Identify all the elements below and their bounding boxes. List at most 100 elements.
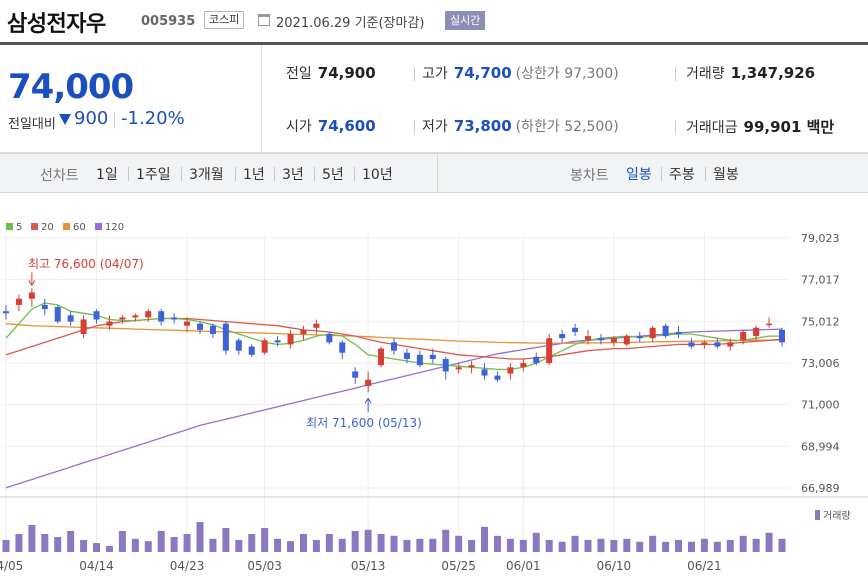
period-3m[interactable]: 3개월: [189, 167, 224, 183]
volume-legend-swatch: [815, 510, 820, 520]
stat-value: 74,900: [317, 64, 376, 82]
volume-bar: [597, 538, 605, 552]
candle-body: [455, 367, 462, 370]
x-tick-label: 04/14: [79, 559, 114, 573]
candle-monthly[interactable]: 월봉: [713, 167, 739, 183]
volume-bar: [2, 540, 10, 552]
stat-value: 99,901 백만: [743, 118, 835, 136]
header-divider: [0, 42, 868, 45]
volume-bar: [287, 541, 295, 552]
stat-divider: [414, 120, 415, 134]
candle-body: [533, 356, 540, 364]
volume-bar: [416, 538, 424, 552]
period-divider: [354, 167, 355, 181]
stat-divider: [675, 120, 676, 134]
candle-daily[interactable]: 일봉: [626, 167, 652, 183]
volume-bar: [610, 540, 618, 552]
x-tick-label: 04/05: [0, 559, 23, 573]
y-tick-label: 79,023: [801, 232, 840, 245]
volume-bar: [778, 538, 786, 552]
volume-bar: [80, 540, 88, 552]
candle-body: [145, 311, 152, 318]
volume-bar: [700, 538, 708, 552]
volume-bar: [312, 540, 320, 552]
volume-bar: [235, 540, 243, 552]
candle-body: [235, 340, 242, 351]
legend-swatch: [31, 223, 38, 230]
candle-body: [158, 311, 165, 322]
candle-body: [274, 340, 281, 343]
candle-body: [753, 327, 760, 337]
volume-bar: [144, 541, 152, 552]
volume-bar: [429, 538, 437, 552]
candle-body: [197, 323, 203, 330]
market-badge: 코스피: [204, 11, 245, 29]
change-label: 전일대비: [8, 117, 56, 132]
period-1d[interactable]: 1일: [96, 167, 118, 183]
x-tick-label: 06/10: [597, 559, 632, 573]
candle-body: [132, 315, 139, 318]
volume-bar: [338, 538, 346, 552]
candle-body: [106, 321, 113, 326]
x-tick-label: 05/25: [441, 559, 476, 573]
volume-bar: [183, 534, 191, 552]
stat-value: 74,600: [317, 117, 376, 135]
y-tick-label: 71,000: [801, 399, 840, 412]
period-3y[interactable]: 3년: [282, 167, 304, 183]
candle-body: [468, 365, 475, 368]
candle-body: [80, 319, 87, 335]
legend-swatch: [95, 223, 102, 230]
volume-bar: [351, 531, 359, 552]
volume-bar: [170, 537, 178, 552]
stat-low: 저가 73,800 (하한가 52,500): [422, 116, 619, 136]
candle-body: [209, 325, 216, 335]
stat-open: 시가 74,600: [286, 116, 376, 136]
volume-bar: [649, 535, 657, 552]
volume-legend-label: 거래량: [823, 510, 851, 522]
lower-limit: (하한가 52,500): [515, 119, 619, 135]
legend-swatch: [63, 223, 70, 230]
candle-body: [15, 298, 22, 305]
candle-body: [416, 354, 423, 366]
legend-swatch: [6, 223, 13, 230]
info-divider: [0, 152, 868, 153]
volume-bar: [299, 534, 307, 552]
volume-bar: [105, 546, 113, 552]
high-annotation: 최고 76,600 (04/07): [28, 257, 144, 271]
candle-body: [261, 340, 268, 353]
stat-label: 시가: [286, 119, 312, 135]
volume-bar: [752, 538, 760, 552]
candle-chart-label: 봉차트: [570, 168, 609, 184]
change-rate: -1.20%: [121, 108, 185, 129]
volume-bar: [67, 531, 75, 552]
stat-label: 전일: [286, 66, 312, 82]
stat-value: 74,700: [453, 64, 512, 82]
base-date: 2021.06.29 기준(장마감): [276, 16, 425, 31]
volume-bar: [54, 537, 62, 552]
volume-bar: [118, 531, 126, 552]
period-1y[interactable]: 1년: [243, 167, 265, 183]
x-tick-label: 04/23: [170, 559, 205, 573]
candle-body: [119, 317, 126, 320]
candle-body: [41, 304, 48, 310]
period-1w[interactable]: 1주일: [136, 167, 171, 183]
change-divider: [114, 112, 115, 128]
candlestick-chart: 5 20 60 120 79,023 77,017 75,012 73,006 71,000 68…: [0, 222, 868, 573]
volume-bar: [93, 543, 101, 552]
candle-weekly[interactable]: 주봉: [669, 167, 695, 183]
change-value: 900: [74, 108, 109, 129]
period-10y[interactable]: 10년: [362, 167, 393, 183]
volume-bar: [713, 541, 721, 552]
candle-body: [481, 369, 488, 376]
volume-bar: [157, 531, 165, 552]
candle-body: [597, 338, 604, 341]
candle-body: [701, 342, 708, 345]
candle-body: [352, 371, 359, 378]
candle-body: [171, 317, 178, 320]
legend-label: 120: [105, 222, 124, 233]
realtime-button[interactable]: 실시간: [445, 11, 486, 30]
period-divider: [235, 167, 236, 181]
volume-bar: [545, 540, 553, 552]
candle-body: [313, 323, 320, 328]
period-5y[interactable]: 5년: [322, 167, 344, 183]
